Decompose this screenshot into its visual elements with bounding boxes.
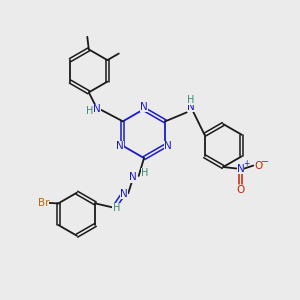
Text: −: − <box>261 157 269 167</box>
Text: O: O <box>236 185 244 195</box>
Text: N: N <box>187 102 195 112</box>
Text: N: N <box>93 104 101 114</box>
Text: +: + <box>243 159 249 168</box>
Text: N: N <box>237 164 244 173</box>
Text: H: H <box>187 95 195 105</box>
Text: H: H <box>112 203 120 213</box>
Text: H: H <box>86 106 94 116</box>
Text: N: N <box>164 141 172 151</box>
Text: O: O <box>254 160 262 170</box>
Text: N: N <box>129 172 137 182</box>
Text: N: N <box>140 102 148 112</box>
Text: H: H <box>141 168 148 178</box>
Text: N: N <box>120 189 128 199</box>
Text: N: N <box>116 141 124 151</box>
Text: Br: Br <box>38 198 49 208</box>
